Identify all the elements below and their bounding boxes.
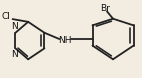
Text: Cl: Cl (1, 12, 10, 21)
Text: N: N (11, 50, 18, 59)
Text: NH: NH (58, 36, 72, 45)
Text: Br: Br (100, 4, 110, 13)
Text: N: N (11, 22, 18, 31)
